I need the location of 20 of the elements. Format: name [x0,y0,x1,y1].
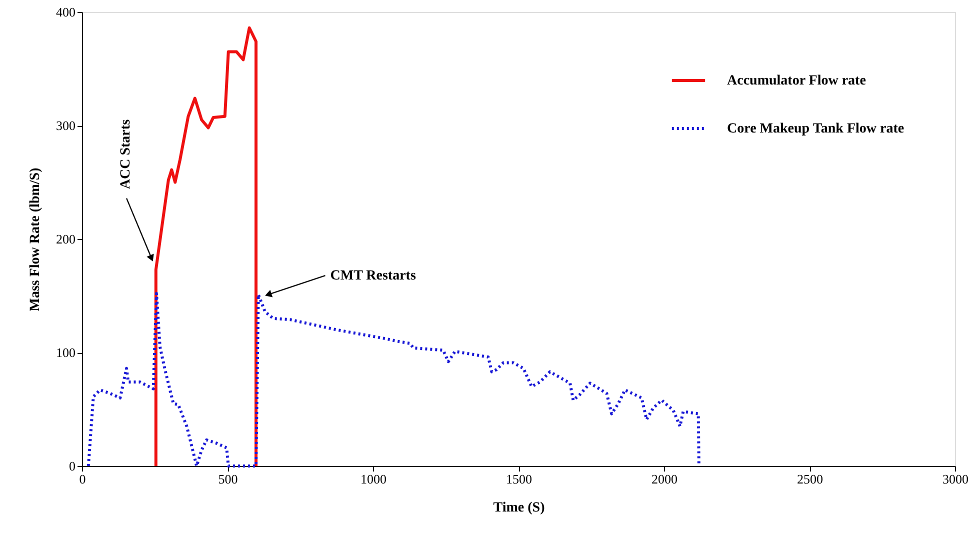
x-tick-label: 0 [79,472,86,486]
y-tick-label: 100 [56,345,76,360]
x-tick-label: 3000 [942,472,968,486]
legend-label: Accumulator Flow rate [727,74,866,88]
x-tick-label: 1500 [506,472,532,486]
line-series [154,26,258,468]
x-tick-label: 2500 [797,472,823,486]
y-tick-label: 0 [69,458,76,474]
y-tick-label: 300 [56,118,76,133]
x-axis-title: Time (S) [493,500,546,516]
line-series [86,292,700,468]
y-tick-label: 200 [56,232,76,246]
y-tick-label: 400 [56,4,76,20]
x-tick-label: 2000 [652,472,678,486]
y-axis-title: Mass Flow Rate (lbm/S) [28,167,43,312]
annotation: ACC Starts [118,118,134,190]
annotation: CMT Restarts [330,268,416,284]
x-tick-label: 500 [218,472,238,486]
x-tick-label: 1000 [360,472,386,486]
legend-label: Core Makeup Tank Flow rate [727,122,904,136]
